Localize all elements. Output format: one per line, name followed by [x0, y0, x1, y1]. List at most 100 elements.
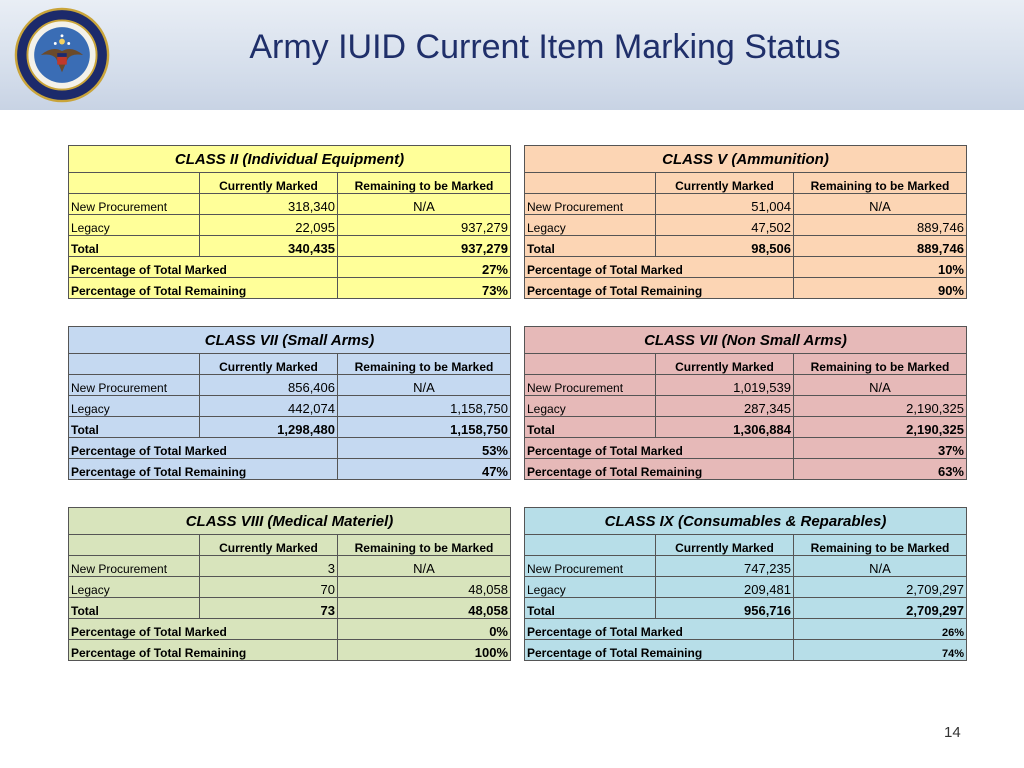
remaining-total: 889,746	[793, 235, 967, 257]
percent-remaining-value: 90%	[793, 277, 967, 299]
percent-marked-row: Percentage of Total Marked 26%	[524, 618, 967, 640]
currently-marked-header: Currently Marked	[199, 172, 338, 194]
percent-remaining-row: Percentage of Total Remaining 74%	[524, 639, 967, 661]
class-table: CLASS VII (Small Arms) Currently Marked Re…	[68, 326, 511, 480]
currently-marked-header: Currently Marked	[199, 353, 338, 375]
new-procurement-row: New Procurement 3 N/A	[68, 555, 511, 577]
slide-title: Army IUID Current Item Marking Status	[249, 28, 841, 66]
empty-header-cell	[68, 353, 200, 375]
remaining-total: 2,190,325	[793, 416, 967, 438]
page-number: 14	[944, 724, 961, 741]
remaining-total: 1,158,750	[337, 416, 511, 438]
class-table: CLASS V (Ammunition) Currently Marked Rema…	[524, 145, 967, 299]
column-header-row: Currently Marked Remaining to be Marked	[524, 353, 967, 375]
currently-marked-value: 287,345	[655, 395, 794, 417]
class-table: CLASS II (Individual Equipment) Currently…	[68, 145, 511, 299]
row-label: Total	[524, 235, 656, 257]
table-title: CLASS VII (Non Small Arms)	[524, 326, 967, 354]
remaining-value: N/A	[793, 555, 967, 577]
empty-header-cell	[524, 172, 656, 194]
currently-marked-header: Currently Marked	[199, 534, 338, 556]
column-header-row: Currently Marked Remaining to be Marked	[68, 534, 511, 556]
remaining-value: N/A	[337, 193, 511, 215]
new-procurement-row: New Procurement 856,406 N/A	[68, 374, 511, 396]
currently-marked-value: 51,004	[655, 193, 794, 215]
row-label: New Procurement	[524, 374, 656, 396]
remaining-header: Remaining to be Marked	[793, 353, 967, 375]
currently-marked-value: 747,235	[655, 555, 794, 577]
total-row: Total 956,716 2,709,297	[524, 597, 967, 619]
total-row: Total 1,306,884 2,190,325	[524, 416, 967, 438]
table-header-row: CLASS IX (Consumables & Reparables)	[524, 507, 967, 535]
row-label: Percentage of Total Marked	[68, 618, 338, 640]
row-label: Legacy	[68, 214, 200, 236]
total-row: Total 340,435 937,279	[68, 235, 511, 257]
new-procurement-row: New Procurement 747,235 N/A	[524, 555, 967, 577]
row-label: Legacy	[68, 395, 200, 417]
remaining-value: 48,058	[337, 576, 511, 598]
remaining-value: N/A	[337, 374, 511, 396]
currently-marked-header: Currently Marked	[655, 534, 794, 556]
currently-marked-value: 209,481	[655, 576, 794, 598]
legacy-row: Legacy 70 48,058	[68, 576, 511, 598]
currently-marked-value: 70	[199, 576, 338, 598]
table-title: CLASS IX (Consumables & Reparables)	[524, 507, 967, 535]
percent-marked-value: 27%	[337, 256, 511, 278]
remaining-value: 2,190,325	[793, 395, 967, 417]
row-label: Legacy	[68, 576, 200, 598]
row-label: New Procurement	[68, 374, 200, 396]
currently-marked-value: 22,095	[199, 214, 338, 236]
table-header-row: CLASS VII (Small Arms)	[68, 326, 511, 354]
remaining-header: Remaining to be Marked	[337, 172, 511, 194]
column-header-row: Currently Marked Remaining to be Marked	[524, 172, 967, 194]
remaining-value: 889,746	[793, 214, 967, 236]
legacy-row: Legacy 209,481 2,709,297	[524, 576, 967, 598]
row-label: Legacy	[524, 214, 656, 236]
row-label: Percentage of Total Remaining	[524, 639, 794, 661]
row-label: Percentage of Total Marked	[68, 437, 338, 459]
table-header-row: CLASS II (Individual Equipment)	[68, 145, 511, 173]
row-label: Total	[524, 597, 656, 619]
row-label: Total	[524, 416, 656, 438]
row-label: Percentage of Total Marked	[524, 437, 794, 459]
percent-marked-value: 53%	[337, 437, 511, 459]
remaining-value: N/A	[793, 193, 967, 215]
percent-remaining-value: 100%	[337, 639, 511, 661]
remaining-header: Remaining to be Marked	[337, 534, 511, 556]
slide-header: Army IUID Current Item Marking Status	[0, 0, 1024, 110]
row-label: Percentage of Total Remaining	[524, 458, 794, 480]
currently-marked-total: 956,716	[655, 597, 794, 619]
percent-remaining-value: 47%	[337, 458, 511, 480]
total-row: Total 73 48,058	[68, 597, 511, 619]
row-label: New Procurement	[524, 555, 656, 577]
percent-remaining-row: Percentage of Total Remaining 100%	[68, 639, 511, 661]
department-of-defense-seal-icon	[14, 7, 110, 103]
empty-header-cell	[68, 534, 200, 556]
new-procurement-row: New Procurement 318,340 N/A	[68, 193, 511, 215]
remaining-header: Remaining to be Marked	[793, 172, 967, 194]
class-table: CLASS VIII (Medical Materiel) Currently M…	[68, 507, 511, 661]
percent-marked-row: Percentage of Total Marked 27%	[68, 256, 511, 278]
percent-marked-value: 0%	[337, 618, 511, 640]
row-label: Percentage of Total Remaining	[68, 277, 338, 299]
row-label: Legacy	[524, 576, 656, 598]
row-label: Percentage of Total Marked	[524, 618, 794, 640]
currently-marked-header: Currently Marked	[655, 353, 794, 375]
percent-marked-value: 10%	[793, 256, 967, 278]
table-title: CLASS V (Ammunition)	[524, 145, 967, 173]
table-header-row: CLASS VIII (Medical Materiel)	[68, 507, 511, 535]
table-title: CLASS VIII (Medical Materiel)	[68, 507, 511, 535]
column-header-row: Currently Marked Remaining to be Marked	[68, 172, 511, 194]
row-label: Total	[68, 416, 200, 438]
table-title: CLASS VII (Small Arms)	[68, 326, 511, 354]
currently-marked-value: 318,340	[199, 193, 338, 215]
empty-header-cell	[68, 172, 200, 194]
legacy-row: Legacy 47,502 889,746	[524, 214, 967, 236]
row-label: Total	[68, 597, 200, 619]
percent-remaining-value: 74%	[793, 639, 967, 661]
currently-marked-value: 1,019,539	[655, 374, 794, 396]
row-label: New Procurement	[68, 555, 200, 577]
remaining-value: N/A	[793, 374, 967, 396]
percent-remaining-value: 63%	[793, 458, 967, 480]
percent-remaining-row: Percentage of Total Remaining 63%	[524, 458, 967, 480]
